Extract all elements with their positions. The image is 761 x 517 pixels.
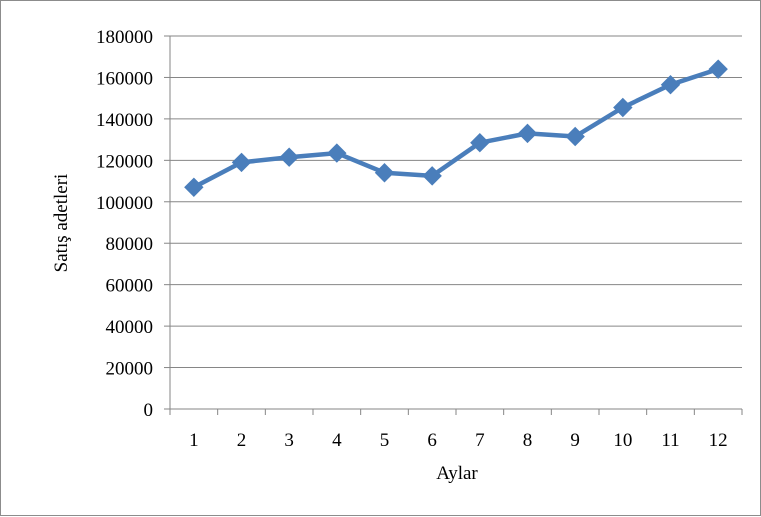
data-point-marker	[231, 152, 252, 173]
y-tick-label: 0	[144, 400, 154, 421]
y-tick-label: 20000	[106, 359, 154, 380]
x-tick-label: 8	[523, 430, 533, 451]
x-axis-title: Aylar	[436, 463, 478, 484]
y-tick-label: 180000	[96, 27, 153, 48]
y-tick-label: 100000	[96, 193, 153, 214]
gridlines	[170, 35, 742, 369]
y-tick-label: 160000	[96, 68, 153, 89]
x-tick-label: 3	[284, 430, 294, 451]
data-point-marker	[517, 123, 538, 144]
data-series	[184, 59, 728, 197]
data-point-marker	[470, 133, 490, 153]
y-tick-label: 80000	[106, 234, 154, 255]
y-axis-title: Satış adetleri	[51, 174, 72, 273]
x-tick-label: 1	[189, 430, 199, 451]
data-point-marker	[184, 177, 204, 197]
x-tick-label: 11	[661, 430, 679, 451]
y-tick-label: 120000	[96, 151, 153, 172]
x-tick-label: 4	[332, 430, 342, 451]
axes	[164, 35, 743, 415]
data-point-marker	[708, 59, 728, 79]
data-point-marker	[374, 163, 395, 183]
x-tick-labels: 1 2 3 4 5 6 7 8 9 10 11 12	[189, 430, 728, 451]
y-tick-label: 140000	[96, 110, 153, 131]
data-point-marker	[279, 147, 299, 167]
x-tick-label: 5	[380, 430, 390, 451]
data-point-marker	[422, 166, 442, 186]
y-tick-label: 60000	[106, 276, 154, 297]
y-tick-label: 40000	[106, 317, 154, 338]
x-tick-label: 2	[237, 430, 247, 451]
y-tick-labels: 0 20000 40000 60000 80000 100000 120000 140000 1…	[96, 27, 153, 421]
x-tick-label: 10	[613, 430, 632, 451]
series-line	[191, 66, 721, 190]
data-point-marker	[660, 74, 681, 95]
data-point-marker	[613, 97, 633, 118]
x-tick-label: 6	[427, 430, 437, 451]
x-tick-label: 12	[709, 430, 728, 451]
x-tick-label: 7	[475, 430, 485, 451]
data-point-marker	[327, 143, 347, 163]
x-tick-label: 9	[570, 430, 580, 451]
data-point-marker	[565, 126, 585, 147]
